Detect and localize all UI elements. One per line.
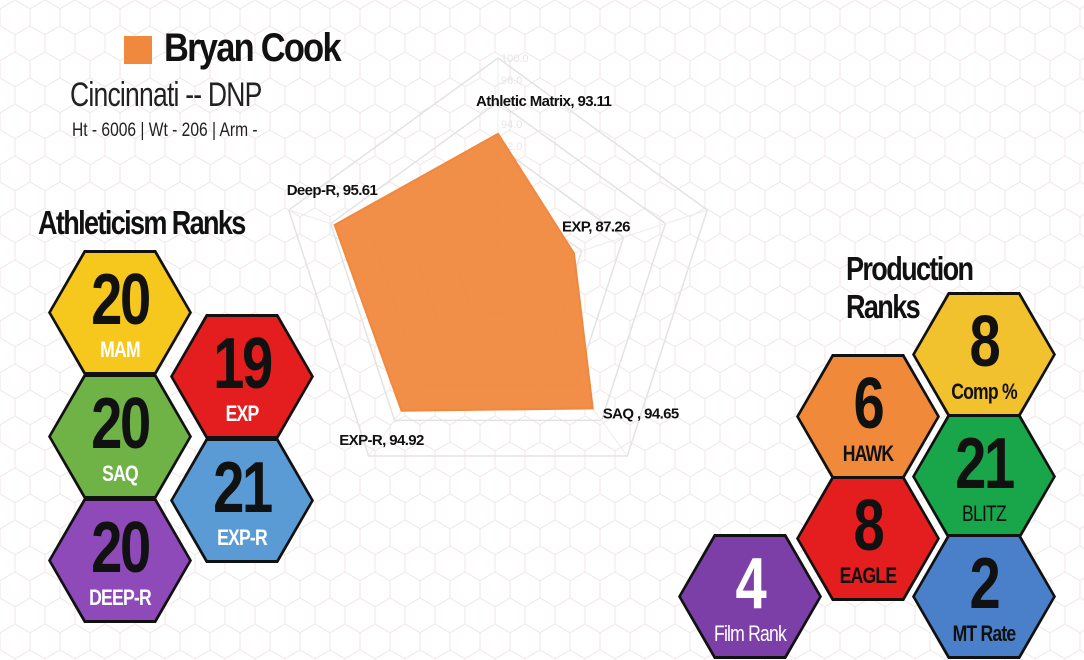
rank-value: 21	[955, 424, 1015, 504]
rank-value: 8	[853, 486, 885, 566]
rank-label: MAM	[100, 337, 140, 362]
rank-value: 8	[969, 302, 1001, 382]
radar-tick-label: 96.0	[501, 97, 522, 109]
production-title: Production Ranks	[846, 250, 974, 325]
hex-hawk: 6 HAWK	[796, 354, 940, 479]
legend-swatch	[124, 36, 152, 64]
rank-value: 20	[91, 384, 151, 464]
radar-point-label: Athletic Matrix, 93.11	[476, 93, 611, 110]
rank-value: 21	[213, 448, 273, 528]
rank-value: 19	[213, 324, 273, 404]
rank-label: BLITZ	[962, 501, 1007, 526]
rank-label: HAWK	[842, 441, 894, 466]
rank-value: 20	[91, 260, 151, 340]
hex-deep-r: 20 DEEP-R	[48, 498, 192, 623]
radar-tick-label: 98.0	[501, 75, 522, 87]
radar-series-area	[333, 132, 594, 412]
rank-label: MT Rate	[952, 621, 1017, 646]
rank-value: 2	[969, 544, 1001, 624]
rank-label: EXP	[225, 401, 260, 426]
hex-comp-pct: 8 Comp %	[912, 292, 1056, 417]
hex-eagle: 8 EAGLE	[796, 476, 940, 601]
school-status: Cincinnati -- DNP	[70, 76, 262, 114]
rank-label: Film Rank	[713, 621, 787, 646]
hex-exp: 19 EXP	[170, 314, 314, 439]
radar-point-label: EXP-R, 94.92	[339, 432, 424, 449]
hex-saq: 20 SAQ	[48, 374, 192, 499]
rank-value: 6	[853, 364, 885, 444]
rank-label: Comp %	[951, 379, 1017, 404]
radar-point-label: Deep-R, 95.61	[287, 182, 378, 199]
radar-tick-label: 94.0	[501, 119, 522, 131]
radar-point-label: EXP, 87.26	[562, 218, 630, 235]
radar-point-label: SAQ , 94.65	[603, 405, 679, 422]
rank-label: EXP-R	[217, 525, 268, 550]
rank-value: 4	[735, 544, 767, 624]
radar-grid-ring	[287, 57, 709, 457]
radar-tick-label: 100.0	[501, 53, 529, 65]
rank-label: EAGLE	[839, 563, 897, 588]
rank-label: DEEP-R	[89, 585, 152, 610]
measurables: Ht - 6006 | Wt - 206 | Arm -	[72, 120, 258, 141]
player-name: Bryan Cook	[164, 26, 342, 70]
hex-mam: 20 MAM	[48, 250, 192, 375]
radar-grid-ring	[329, 101, 667, 422]
rank-label: SAQ	[102, 461, 139, 486]
athleticism-title: Athleticism Ranks	[38, 204, 246, 241]
rank-value: 20	[91, 508, 151, 588]
